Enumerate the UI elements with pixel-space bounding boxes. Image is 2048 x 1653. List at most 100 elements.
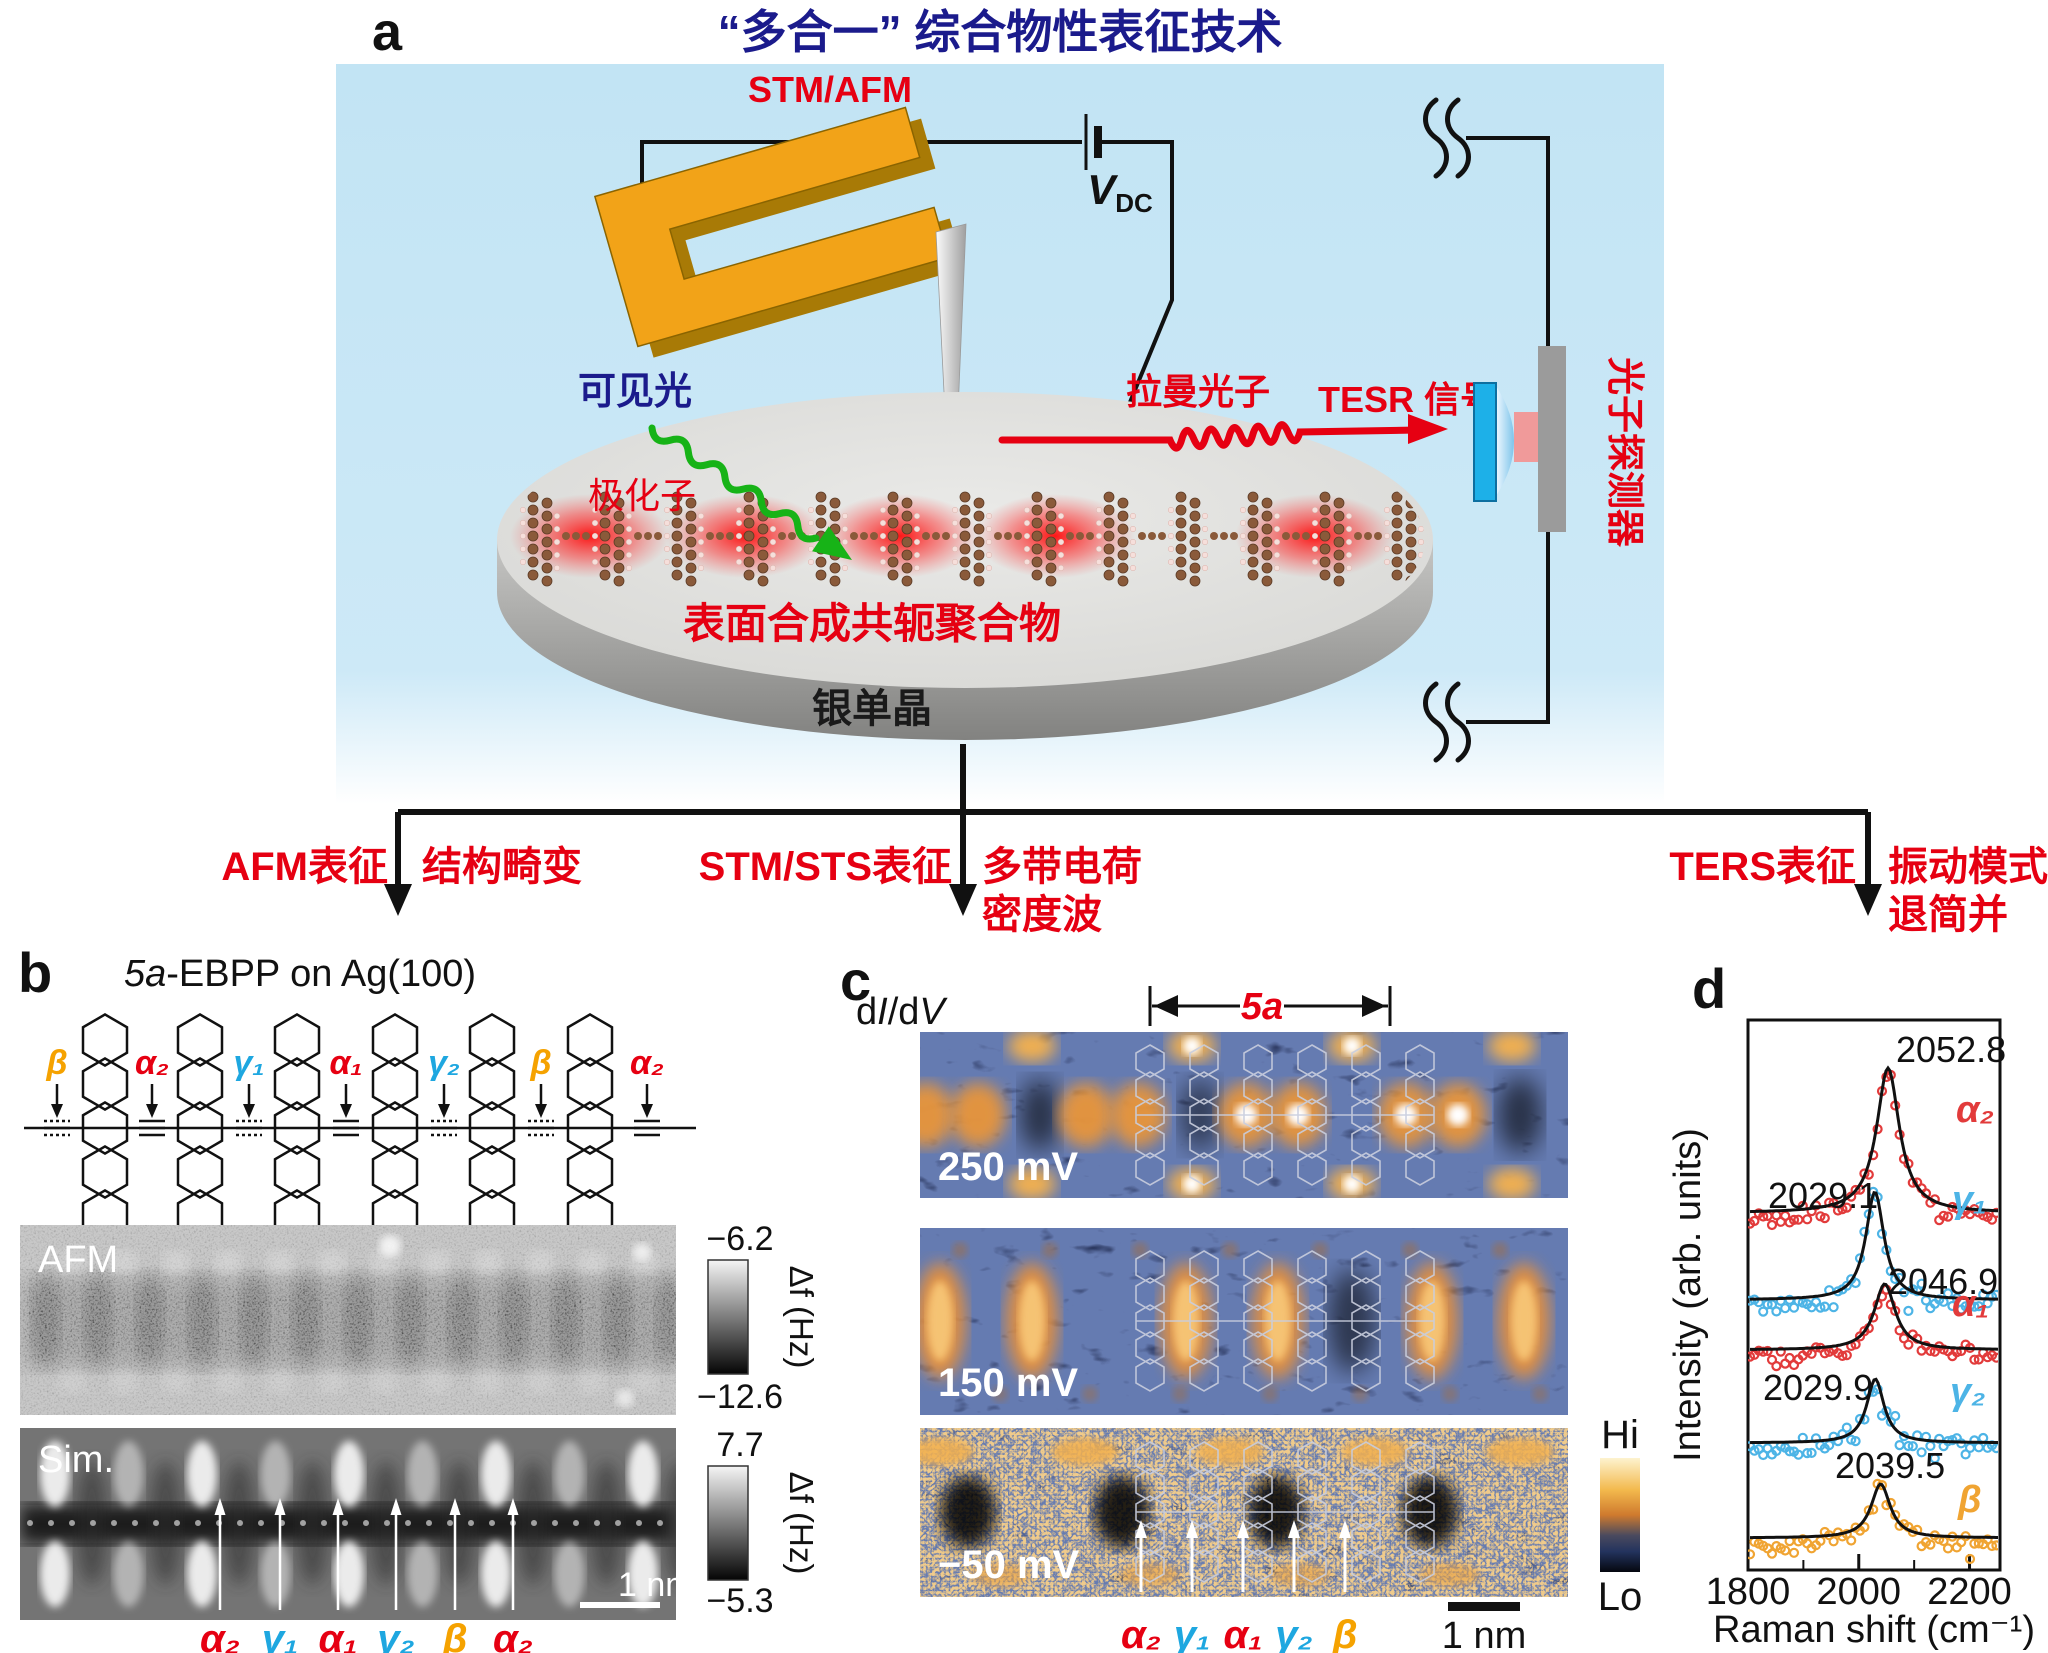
molecule-overlay-icon	[1135, 1441, 1435, 1583]
circle-shape	[879, 545, 887, 553]
polygon-shape	[1135, 1520, 1147, 1538]
data-point	[1766, 1219, 1778, 1231]
data-point	[1947, 1300, 1958, 1312]
data-point	[1771, 1360, 1782, 1372]
site-arrow-icon	[243, 1104, 255, 1118]
data-point	[1903, 1305, 1914, 1317]
polygon-shape	[1339, 1520, 1351, 1538]
circle-shape	[1391, 530, 1403, 542]
polygon-shape	[1405, 1549, 1435, 1583]
unit-cell-arrow-c: 5a	[1148, 986, 1392, 1028]
circle-shape	[519, 545, 527, 553]
sim-scale-unit: Δf (Hz)	[783, 1472, 820, 1575]
data-point	[1819, 1212, 1830, 1224]
polygon-shape	[1405, 1044, 1435, 1078]
map-scalebar-icon	[1448, 1602, 1520, 1611]
circle-shape	[1391, 569, 1403, 581]
circle-shape	[1391, 517, 1403, 529]
circle-shape	[1023, 532, 1031, 540]
polygon-shape	[1135, 1522, 1165, 1556]
chart-ylabel: Intensity (arb. units)	[1667, 1128, 1709, 1462]
benzene-ring-icon	[371, 1145, 419, 1199]
raman-signal-arrow-icon	[998, 414, 1448, 452]
polygon-shape	[1405, 1152, 1435, 1186]
circle-shape	[1057, 551, 1065, 559]
data-point	[1780, 1545, 1791, 1556]
circle-shape	[1239, 532, 1247, 540]
circle-shape	[541, 497, 553, 509]
ellipse-shape	[920, 1438, 974, 1466]
circle-shape	[829, 510, 841, 522]
polygon-shape	[449, 1498, 461, 1515]
circle-shape	[1117, 549, 1129, 561]
tuning-fork-sensor-icon	[593, 106, 967, 553]
chart-series	[1748, 1065, 1998, 1565]
circle-shape	[901, 536, 913, 548]
polygon-shape	[1243, 1152, 1273, 1186]
circle-shape	[591, 558, 599, 566]
circle-shape	[913, 538, 921, 546]
circle-shape	[1273, 538, 1281, 546]
afm-scale-min: −12.6	[697, 1378, 783, 1416]
benzene-ring-icon	[81, 1101, 129, 1155]
circle-shape	[599, 517, 611, 529]
polygon-shape	[1405, 1125, 1435, 1159]
circle-shape	[1405, 523, 1417, 535]
benzene-ring-icon	[176, 1101, 224, 1155]
data-point	[1850, 1435, 1861, 1447]
polygon-shape	[1405, 1098, 1435, 1132]
data-point	[1991, 1540, 1998, 1551]
ellipse-shape	[1058, 1083, 1114, 1147]
circle-shape	[757, 562, 769, 574]
circle-shape	[1261, 523, 1273, 535]
branch-result-ters-line1: 振动模式	[1888, 845, 2048, 889]
panel-a: a “多合一” 综合物性表征技术 STM/AFM VDC 可见光 极化子 表面合…	[336, 2, 1664, 804]
ellipse-shape	[187, 1441, 217, 1507]
ellipse-shape	[1511, 1281, 1537, 1361]
polygon-shape	[214, 1498, 226, 1515]
unit-cell-label-c: 5a	[1241, 986, 1283, 1028]
sim-scalebar-icon	[580, 1602, 660, 1608]
polygon-shape	[1189, 1468, 1219, 1502]
polygon-shape	[1135, 1044, 1165, 1078]
circle-shape	[1045, 549, 1057, 561]
data-point	[1832, 1205, 1844, 1216]
circle-shape	[541, 562, 553, 574]
polygon-shape	[1189, 1250, 1219, 1284]
circle-shape	[1189, 523, 1201, 535]
polygon-shape	[1189, 1125, 1219, 1159]
data-point	[1969, 1354, 1980, 1365]
data-point	[1969, 1435, 1980, 1446]
circle-shape	[541, 575, 553, 587]
polygon-shape	[1297, 1071, 1327, 1105]
circle-shape	[1045, 575, 1057, 587]
circle-shape	[932, 532, 940, 540]
polygon-shape	[1405, 1441, 1435, 1475]
circle-shape	[1532, 1386, 1548, 1402]
circle-shape	[1292, 532, 1300, 540]
circle-shape	[973, 575, 985, 587]
circle-shape	[1319, 504, 1331, 516]
circle-shape	[1311, 532, 1319, 540]
polygon-shape	[1297, 1331, 1327, 1365]
circle-shape	[553, 551, 561, 559]
circle-shape	[1189, 497, 1201, 509]
circle-shape	[1261, 510, 1273, 522]
ellipse-shape	[187, 1541, 217, 1607]
lorentzian-fit-curve	[1749, 1190, 1998, 1301]
circle-shape	[1057, 564, 1065, 572]
circle-shape	[1391, 504, 1403, 516]
chart-xlabel: Raman shift (cm⁻¹)	[1713, 1609, 2035, 1651]
tesr-signal-label: TESR 信号	[1318, 379, 1496, 420]
circle-shape	[1183, 1037, 1201, 1055]
didv-v: V	[919, 991, 948, 1033]
circle-shape	[1095, 532, 1103, 540]
benzene-ring-icon	[176, 1013, 224, 1067]
circle-shape	[553, 538, 561, 546]
polygon-shape	[1351, 1331, 1381, 1365]
spectrum-series	[1748, 1065, 1998, 1231]
map2-bias-label: 150 mV	[938, 1361, 1078, 1405]
circle-shape	[1333, 575, 1345, 587]
series-name-label: α₂	[1956, 1089, 1994, 1131]
molecule-overlay-icon	[1135, 1250, 1435, 1392]
